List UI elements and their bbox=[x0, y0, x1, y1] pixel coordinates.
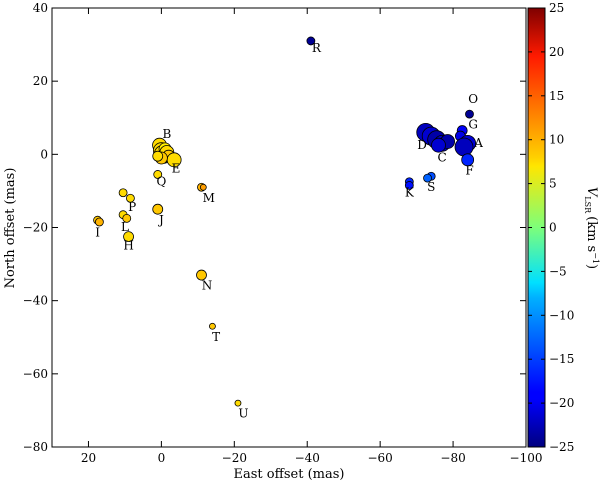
point-label: A bbox=[473, 136, 483, 150]
point-label: S bbox=[427, 180, 435, 194]
y-tick-label: 40 bbox=[33, 1, 48, 15]
point-label: C bbox=[438, 151, 447, 165]
data-point bbox=[153, 170, 163, 179]
data-point bbox=[461, 153, 475, 167]
data-point bbox=[125, 193, 135, 203]
data-point bbox=[423, 173, 432, 183]
x-tick-label: −40 bbox=[295, 451, 320, 465]
y-axis-label: North offset (mas) bbox=[3, 168, 18, 289]
colorbar-label: VLSR (km s−1) bbox=[583, 187, 600, 269]
point-label: R bbox=[312, 41, 322, 55]
point-labels: R OGA DC F K S B EQ P M I L J H N T U bbox=[95, 41, 483, 421]
y-tick-label: 0 bbox=[40, 147, 48, 161]
point-label: O bbox=[468, 92, 478, 106]
data-point bbox=[123, 231, 134, 243]
x-tick-label: 20 bbox=[81, 451, 96, 465]
point-label: N bbox=[202, 279, 213, 293]
plot-area bbox=[51, 7, 527, 448]
x-tick-label: −20 bbox=[222, 451, 247, 465]
colorbar-tick-label: −15 bbox=[549, 352, 574, 366]
colorbar-tick-label: 25 bbox=[549, 1, 564, 15]
data-points bbox=[93, 36, 477, 407]
x-tick-label: −80 bbox=[440, 451, 465, 465]
y-tick-label: −60 bbox=[23, 367, 48, 381]
data-point bbox=[454, 137, 474, 157]
data-point bbox=[234, 399, 242, 407]
colorbar-tick-label: −20 bbox=[549, 396, 574, 410]
data-point bbox=[199, 183, 207, 191]
colorbar-tick-label: 0 bbox=[549, 221, 557, 235]
colorbar-tick-label: 15 bbox=[549, 89, 564, 103]
colorbar-tick-label: −25 bbox=[549, 440, 574, 454]
data-point bbox=[152, 203, 164, 215]
point-label: G bbox=[468, 118, 478, 132]
point-label: Q bbox=[156, 174, 166, 188]
colorbar-tick-label: −5 bbox=[549, 264, 567, 278]
colorbar-tick-label: 20 bbox=[549, 45, 564, 59]
data-point bbox=[209, 322, 216, 330]
point-label: L bbox=[121, 220, 129, 234]
colorbar-label-subscript: LSR bbox=[583, 196, 592, 214]
colorbar-label-symbol: V bbox=[584, 187, 599, 198]
data-point bbox=[95, 217, 104, 227]
point-label: P bbox=[128, 200, 136, 214]
x-tick-label: −60 bbox=[367, 451, 392, 465]
point-label: F bbox=[465, 163, 473, 177]
point-label: U bbox=[238, 407, 248, 421]
point-label: J bbox=[157, 213, 164, 227]
colorbar-tick-label: 5 bbox=[549, 177, 557, 191]
x-tick-label: −100 bbox=[510, 451, 543, 465]
point-label: H bbox=[123, 238, 133, 252]
point-label: M bbox=[203, 191, 215, 205]
point-label: E bbox=[172, 162, 181, 176]
x-tick-label: 0 bbox=[158, 451, 166, 465]
colorbar-label-superscript: −1 bbox=[591, 252, 600, 264]
point-label: T bbox=[212, 330, 220, 344]
x-axis-label: East offset (mas) bbox=[234, 467, 345, 482]
y-tick-label: −80 bbox=[23, 440, 48, 454]
data-point bbox=[122, 213, 132, 223]
colorbar-label-unit: (km s bbox=[584, 216, 599, 252]
data-point bbox=[404, 181, 414, 190]
point-label: B bbox=[162, 127, 171, 141]
x-axis-ticks: 20 0 −20 −40 −60 −80 −100 bbox=[81, 8, 543, 465]
data-point bbox=[431, 137, 446, 153]
colorbar-tick-label: −10 bbox=[549, 308, 574, 322]
data-point bbox=[152, 150, 164, 162]
y-tick-label: −20 bbox=[23, 221, 48, 235]
point-label: I bbox=[95, 226, 100, 240]
point-label: K bbox=[405, 185, 415, 199]
y-axis-ticks: 40 20 0 −20 −40 −60 −80 bbox=[23, 1, 526, 454]
colorbar-ticks: 25 20 15 10 5 0 −5 −10 −15 −20 −25 bbox=[528, 1, 574, 454]
point-label: D bbox=[417, 138, 427, 152]
data-point bbox=[196, 269, 207, 281]
data-point bbox=[465, 109, 474, 119]
colorbar-label-close: ) bbox=[584, 264, 599, 269]
data-point bbox=[118, 188, 128, 198]
data-point bbox=[306, 36, 316, 46]
y-tick-label: −40 bbox=[23, 294, 48, 308]
colorbar-tick-label: 10 bbox=[549, 133, 564, 147]
y-tick-label: 20 bbox=[33, 74, 48, 88]
